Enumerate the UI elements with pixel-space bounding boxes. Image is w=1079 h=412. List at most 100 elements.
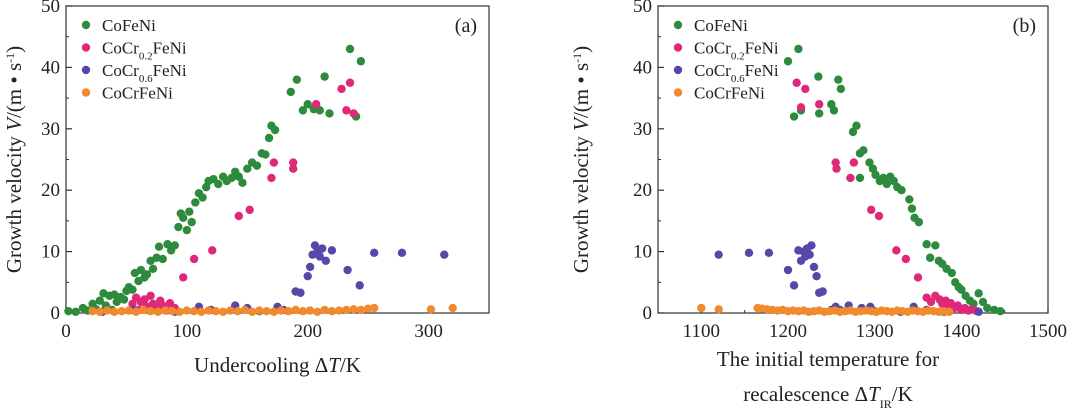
data-point: [270, 125, 280, 135]
data-point: [356, 305, 366, 315]
data-point: [343, 265, 352, 275]
data-point: [163, 240, 172, 249]
data-point: [829, 106, 839, 115]
label-part: CoCr: [102, 39, 139, 58]
data-point: [794, 44, 803, 54]
data-point: [146, 291, 155, 301]
data-point: [313, 307, 322, 316]
data-point: [337, 84, 346, 94]
data-point: [303, 271, 312, 281]
y-tick-label: 50: [633, 0, 652, 17]
data-point: [189, 254, 199, 264]
data-point: [320, 305, 329, 315]
data-point: [315, 252, 324, 261]
label-part: Undercooling: [194, 353, 315, 377]
panel-label: (b): [1013, 15, 1036, 37]
x-tick-label: 1100: [683, 321, 720, 342]
legend-marker: [673, 20, 683, 30]
data-point: [945, 307, 954, 316]
data-point: [859, 146, 868, 155]
label-part: T: [868, 382, 881, 406]
data-point: [426, 305, 436, 314]
data-point: [154, 242, 164, 251]
data-point: [342, 106, 351, 115]
data-point: [815, 100, 824, 109]
y-tick-label: 30: [633, 119, 652, 140]
label-part: CoCrFeNi: [694, 84, 765, 103]
data-point: [922, 240, 931, 249]
legend-marker: [673, 65, 683, 75]
data-point: [179, 273, 188, 282]
data-point: [867, 205, 876, 215]
data-point: [882, 179, 891, 189]
data-point: [801, 84, 810, 94]
data-point: [170, 241, 179, 250]
legend-entry: CoCr0.2FeNi: [102, 39, 187, 63]
data-point: [871, 170, 880, 180]
data-point: [831, 158, 840, 167]
data-point: [834, 75, 843, 84]
series-1: [128, 78, 358, 315]
data-point: [182, 225, 192, 235]
data-point: [131, 307, 141, 316]
data-point: [369, 303, 379, 313]
data-point: [252, 161, 262, 170]
label-part: FeNi: [153, 61, 187, 80]
data-point: [855, 173, 865, 183]
data-point: [238, 178, 247, 188]
data-point: [182, 306, 192, 315]
data-point: [889, 176, 898, 186]
y-tick-label: 40: [633, 57, 652, 78]
data-point: [849, 158, 859, 167]
data-point: [175, 307, 184, 316]
data-point: [124, 306, 134, 315]
data-point: [897, 186, 906, 195]
data-point: [117, 306, 126, 316]
legend-marker: [81, 88, 91, 97]
data-point: [226, 306, 235, 315]
x-tick-label: 100: [173, 321, 202, 342]
label-part: -1: [570, 53, 584, 63]
data-point: [852, 121, 861, 130]
data-point: [901, 254, 911, 264]
data-point: [814, 72, 823, 81]
data-point: [846, 173, 855, 183]
data-point: [815, 109, 824, 118]
legend-marker: [81, 43, 91, 52]
legend-entry: CoFeNi: [102, 16, 156, 35]
data-point: [197, 307, 206, 316]
data-point: [714, 250, 723, 259]
data-point: [807, 241, 816, 250]
chart-panel-a: 0 100 200 300 0 10 20 30 40 50 Growth velocity V/(…: [2, 0, 490, 377]
data-point: [128, 285, 137, 294]
data-point: [892, 246, 901, 255]
data-point: [305, 262, 315, 272]
data-point: [153, 307, 163, 316]
data-point: [185, 207, 194, 216]
data-point: [714, 305, 723, 314]
data-point: [789, 281, 799, 290]
series-0: [783, 44, 1005, 316]
label-part: V: [2, 116, 26, 131]
data-point: [796, 103, 806, 112]
legend-marker: [81, 20, 91, 30]
data-point: [289, 164, 298, 173]
data-point: [214, 179, 223, 189]
label-part: CoCrFeNi: [102, 84, 173, 103]
legend-marker: [81, 65, 91, 75]
label-part: Growth velocity: [2, 131, 26, 273]
data-point: [142, 270, 152, 279]
label-part: CoFeNi: [102, 16, 156, 35]
data-point: [805, 250, 814, 259]
data-point: [269, 158, 279, 167]
x-tick-label: 200: [293, 321, 322, 342]
data-point: [255, 306, 264, 315]
data-point: [88, 306, 97, 316]
label-part: 0.2: [731, 51, 745, 63]
series-3: [88, 303, 457, 316]
data-point: [110, 307, 119, 316]
data-point: [187, 217, 196, 227]
label-part: IR: [880, 397, 892, 411]
label-part: /(m • s: [569, 63, 593, 118]
data-point: [345, 78, 355, 87]
